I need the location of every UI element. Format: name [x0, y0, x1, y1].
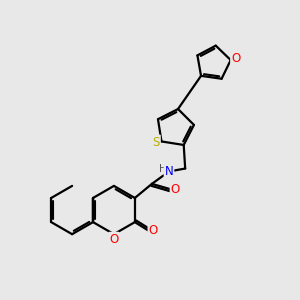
- Text: H: H: [159, 164, 167, 173]
- Text: N: N: [165, 165, 173, 178]
- Text: O: O: [109, 233, 119, 246]
- Text: O: O: [231, 52, 240, 65]
- Text: O: O: [171, 183, 180, 196]
- Text: O: O: [148, 224, 158, 237]
- Text: S: S: [152, 136, 160, 148]
